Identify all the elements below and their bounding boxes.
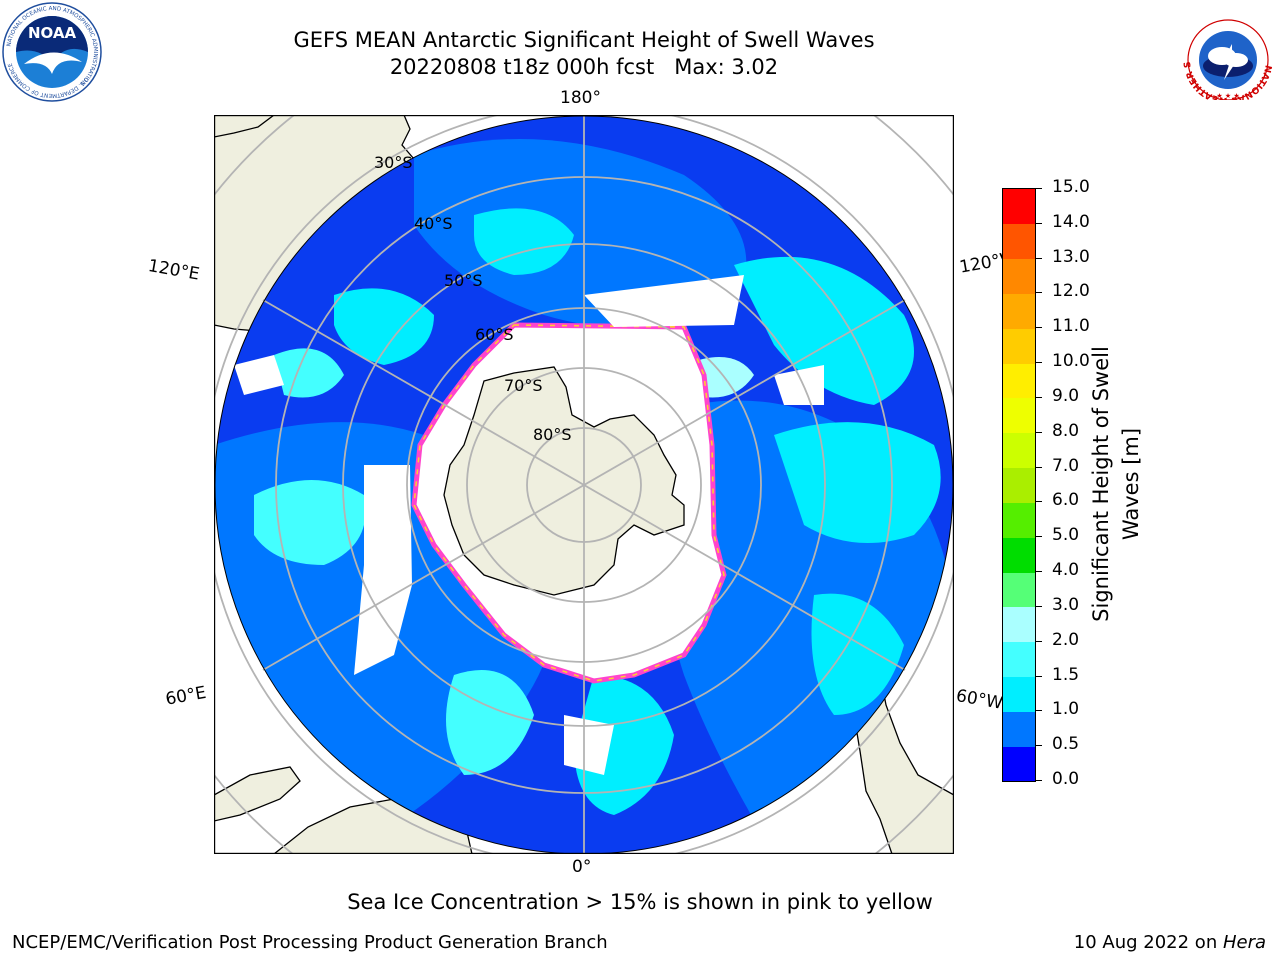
colorbar-tick-mark [1036, 640, 1042, 642]
lat-label-70s: 70°S [504, 376, 543, 395]
footer-date: 10 Aug 2022 on Hera [1074, 932, 1266, 953]
lon-label-60e: 60°E [164, 682, 208, 710]
lon-label-60w: 60°W [954, 686, 1005, 714]
colorbar-segment [1003, 676, 1035, 712]
colorbar-segment [1003, 746, 1035, 782]
colorbar-segment [1003, 397, 1035, 434]
colorbar-segment [1003, 363, 1035, 399]
colorbar [1002, 188, 1036, 782]
noaa-logo-text: NOAA [28, 24, 77, 42]
colorbar-segment [1003, 258, 1035, 294]
sea-ice-note: Sea Ice Concentration > 15% is shown in … [347, 890, 933, 914]
colorbar-tick-label: 0.5 [1052, 734, 1080, 755]
colorbar-tick-mark [1036, 745, 1042, 747]
colorbar-tick-mark [1036, 675, 1042, 677]
colorbar-tick-label: 11.0 [1052, 316, 1090, 337]
noaa-logo: NOAA NATIONAL OCEANIC AND ATMOSPHERIC AD… [2, 2, 102, 102]
svg-text:★ ★ ★: ★ ★ ★ [1216, 92, 1239, 100]
colorbar-tick-mark [1036, 571, 1042, 573]
colorbar-segment [1003, 572, 1035, 608]
colorbar-segment [1003, 432, 1035, 469]
lat-label-50s: 50°S [444, 271, 483, 290]
colorbar-tick-mark [1036, 605, 1042, 607]
colorbar-tick-mark [1036, 257, 1042, 259]
colorbar-tick-mark [1036, 222, 1042, 224]
colorbar-tick-label: 4.0 [1052, 560, 1080, 581]
graticule [214, 115, 954, 854]
colorbar-tick-mark [1036, 780, 1042, 781]
polar-map: 30°S 40°S 50°S 60°S 70°S 80°S [214, 115, 954, 854]
footer-date-text: 10 Aug 2022 on [1073, 932, 1223, 953]
colorbar-tick-label: 15.0 [1052, 177, 1090, 197]
footer-host: Hera [1222, 932, 1266, 953]
colorbar-tick-mark [1036, 292, 1042, 294]
colorbar-tick-mark [1036, 362, 1042, 364]
colorbar-tick-label: 0.0 [1052, 769, 1080, 789]
title-line-1: GEFS MEAN Antarctic Significant Height o… [293, 28, 875, 52]
colorbar-tick-mark [1036, 396, 1042, 398]
lat-label-40s: 40°S [414, 214, 453, 233]
colorbar-tick-label: 5.0 [1052, 525, 1080, 546]
footer-credit: NCEP/EMC/Verification Post Processing Pr… [12, 932, 608, 953]
colorbar-segment [1003, 537, 1035, 573]
colorbar-segment [1003, 328, 1035, 364]
colorbar-tick-label: 14.0 [1052, 211, 1090, 232]
colorbar-tick-label: 3.0 [1052, 594, 1080, 615]
colorbar-tick-mark [1036, 431, 1042, 433]
colorbar-tick-label: 7.0 [1052, 455, 1080, 476]
colorbar-segment [1003, 502, 1035, 538]
map-border [214, 115, 954, 854]
colorbar-segment [1003, 711, 1035, 747]
colorbar-segment [1003, 189, 1035, 225]
colorbar-tick-mark [1036, 710, 1042, 712]
nws-logo: NATIONAL WEATHER SERVICE ★ ★ ★ [1178, 16, 1273, 100]
colorbar-segment [1003, 641, 1035, 678]
colorbar-tick-mark [1036, 536, 1042, 538]
colorbar-segment [1003, 606, 1035, 643]
antarctica [443, 366, 685, 596]
lat-label-80s: 80°S [533, 425, 572, 444]
colorbar-segment [1003, 223, 1035, 260]
colorbar-tick-label: 1.5 [1052, 664, 1080, 685]
colorbar-tick-label: 2.0 [1052, 629, 1080, 650]
colorbar-tick-mark [1036, 466, 1042, 468]
lat-label-60s: 60°S [475, 325, 514, 344]
colorbar-tick-mark [1036, 188, 1042, 189]
title-line-2: 20220808 t18z 000h fcst Max: 3.02 [389, 55, 779, 79]
colorbar-tick-label: 9.0 [1052, 385, 1080, 406]
colorbar-tick-label: 12.0 [1052, 281, 1090, 302]
colorbar-tick-mark [1036, 327, 1042, 329]
colorbar-segment [1003, 467, 1035, 503]
lon-label-180: 180° [560, 88, 601, 108]
colorbar-tick-mark [1036, 501, 1042, 503]
colorbar-segment [1003, 293, 1035, 329]
colorbar-tick-label: 1.0 [1052, 699, 1080, 720]
lat-label-30s: 30°S [374, 153, 413, 172]
lon-label-120e: 120°E [146, 256, 201, 285]
lon-label-0: 0° [572, 857, 592, 877]
colorbar-tick-label: 6.0 [1052, 490, 1080, 511]
colorbar-tick-label: 13.0 [1052, 246, 1090, 267]
colorbar-tick-label: 10.0 [1052, 351, 1090, 372]
colorbar-tick-label: 8.0 [1052, 420, 1080, 441]
colorbar-label: Significant Height of Swell Waves [m] [1089, 346, 1143, 622]
